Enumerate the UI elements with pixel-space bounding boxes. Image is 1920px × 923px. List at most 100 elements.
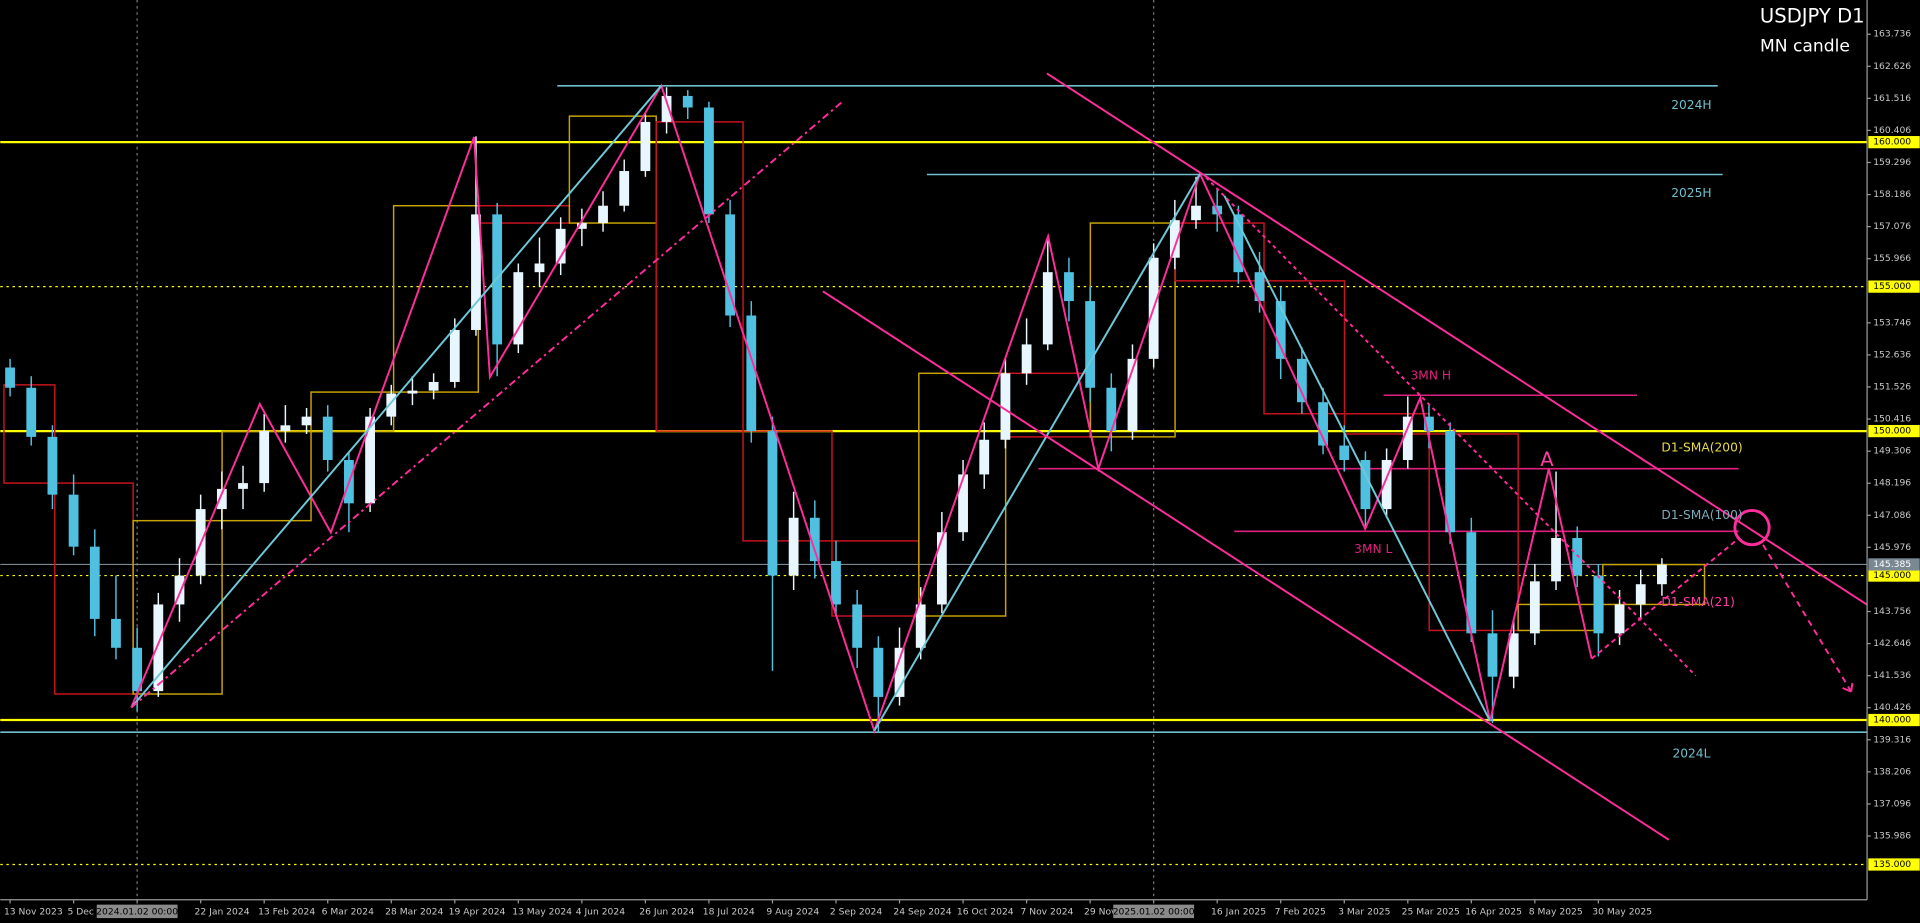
candle-body [640,121,651,172]
ref-line-label: 2025H [1671,186,1711,200]
candle-body [174,575,185,605]
candle-body [831,561,841,605]
candle-body [1402,416,1413,460]
candle-body [153,604,164,692]
ref-line-label: 2024L [1672,747,1710,761]
candle-body [1551,537,1561,582]
monthly-candle [3,384,56,484]
annotation: D1-SMA(100) [1661,508,1742,522]
x-tick-label: 18 Jul 2024 [703,906,755,917]
candle-body [704,107,714,215]
y-tick-label: 138.206 [1873,766,1911,777]
candle-body [598,205,608,224]
y-tick-label: 162.626 [1873,61,1911,72]
x-tick-label: 25 Mar 2025 [1402,906,1460,917]
x-tick-label: 2 Sep 2024 [830,906,882,917]
monthly-candle [918,372,1007,617]
y-tick-label: 158.186 [1873,189,1911,200]
candle-body [111,618,121,648]
candle-body [1593,575,1604,634]
x-tick-label: 16 Apr 2025 [1465,906,1522,917]
current-price-label: 145.385 [1873,559,1911,570]
x-tick-label: 3 Mar 2025 [1338,906,1390,917]
candle-body [1169,220,1180,258]
dotted-line [1205,176,1697,677]
y-tick-label: 143.756 [1873,606,1911,617]
candle-body [1064,272,1074,302]
candle-body [1614,604,1625,634]
candle-body [26,387,37,437]
candle-body [1424,416,1434,432]
drawing-objects [0,0,1868,901]
candle-body [132,647,143,692]
y-tick-label: 142.646 [1873,638,1911,649]
candle-body [386,393,397,417]
x-tick-label: 2024.01.02 00:00 [96,906,178,917]
x-tick-label: 13 Feb 2024 [258,906,315,917]
monthly-candle [742,430,833,542]
candle-body [301,416,312,426]
level-tag [1868,858,1920,871]
y-tick-label: 160.406 [1873,125,1911,136]
y-tick-label: 147.086 [1873,510,1911,521]
candle-body [365,416,375,504]
candle-body [555,228,566,264]
annotation: D1-SMA(200) [1661,441,1742,455]
candle-body [322,416,333,460]
candle-body [47,436,58,495]
subtitle: MN candle [1760,37,1850,57]
x-tick-label: 26 Jun 2024 [639,906,694,917]
candle-body [471,214,481,330]
candle-body [1466,532,1477,634]
x-tick-label: 4 Jun 2024 [576,906,626,917]
y-tick-label: 152.636 [1873,349,1911,360]
candle-body [852,604,863,648]
candle-body [428,381,439,391]
x-tick-label: 13 Nov 2023 [4,906,63,917]
candle-body [1635,584,1646,605]
y-tick-label: 151.526 [1873,381,1911,392]
candle-body [788,517,799,576]
candle-body [576,223,587,229]
x-tick-label: 2025.01.02 00:00 [1113,906,1195,917]
level-tag [1868,569,1920,582]
candle-body [5,367,15,388]
candle-body [1275,301,1286,359]
candle-body [280,425,291,432]
candle-body [1106,387,1117,432]
y-tick-label: 139.316 [1873,734,1911,745]
channel-lower [822,290,1670,841]
candle-body [619,171,630,206]
level-label: 145.000 [1873,570,1911,581]
candle-body [958,474,968,533]
x-tick-label: 13 May 2024 [512,906,572,917]
candle-body [873,647,884,697]
trend-line [873,173,1201,732]
candle-body [979,439,990,475]
x-tick-label: 5 Dec 2023 [67,906,120,917]
arrow-head [1842,682,1854,693]
y-tick-label: 163.736 [1873,29,1911,40]
y-tick-label: 141.536 [1873,670,1911,681]
candle-body [1572,537,1583,576]
x-tick-label: 28 Mar 2024 [385,906,443,917]
candle-body [89,546,100,619]
candle-body [661,95,672,122]
candle-body [216,488,227,510]
level-tag [1868,424,1920,438]
monthly-candle [655,121,744,432]
x-tick-label: 6 Mar 2024 [322,906,374,917]
candle-body [767,431,778,576]
candle-body [1339,445,1350,460]
channel-upper [1046,72,1868,606]
candle-body [1233,214,1244,273]
level-tag [1868,136,1920,149]
ref-line-label: 3MN H [1410,368,1451,382]
candle-body [1085,301,1096,388]
candle-body [238,483,248,489]
candle-body [1529,581,1540,634]
candle-body [259,431,270,484]
monthly-candle [1263,280,1346,415]
candle-body [1000,373,1011,440]
